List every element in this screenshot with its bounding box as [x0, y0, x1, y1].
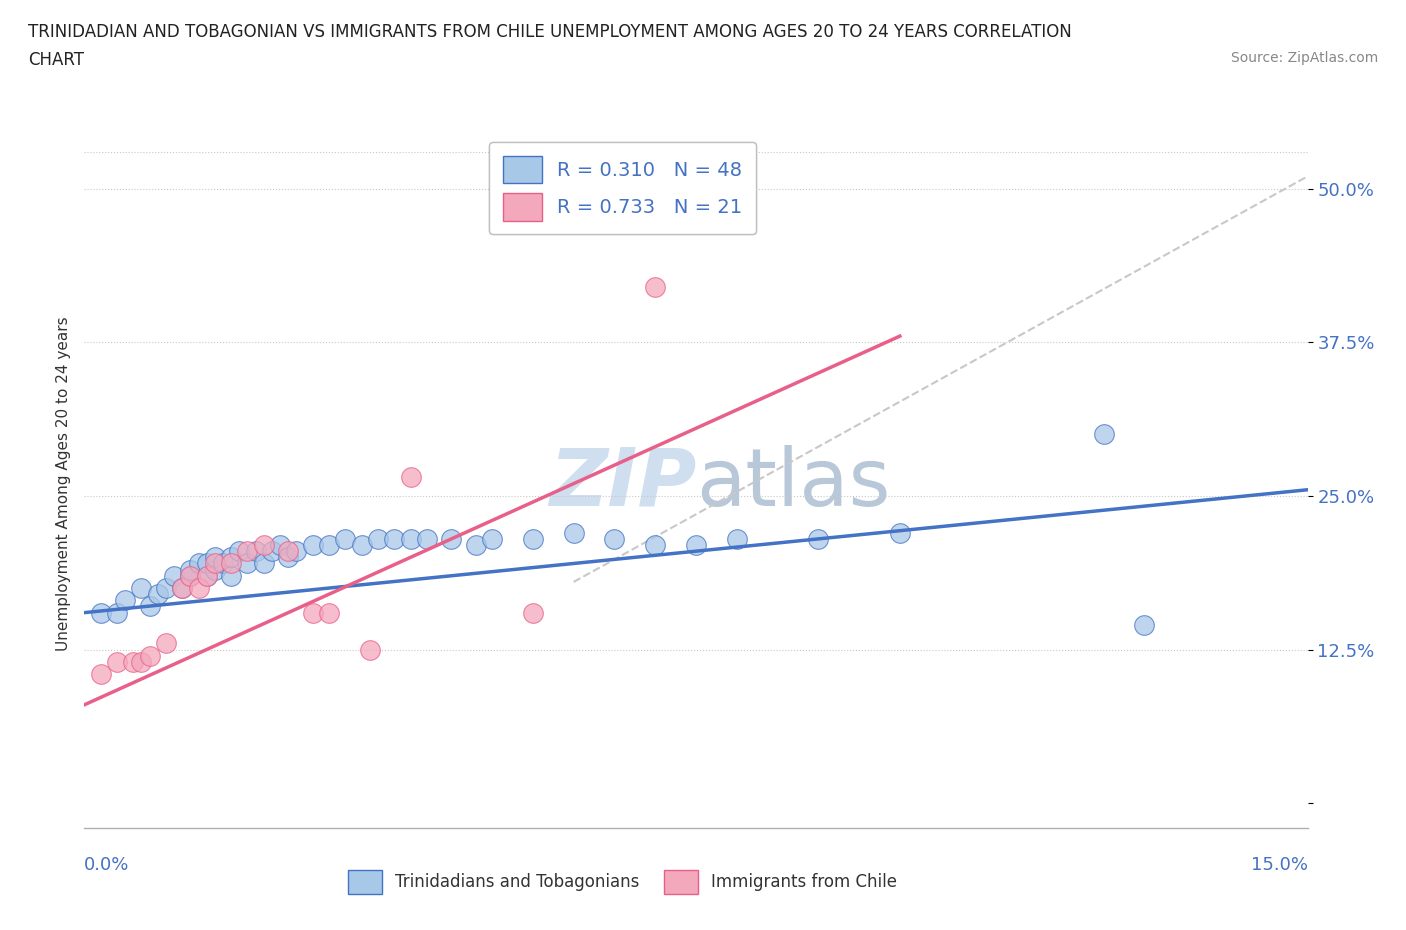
Point — [285, 544, 308, 559]
Point — [440, 531, 463, 546]
Point — [163, 568, 186, 583]
Text: atlas: atlas — [696, 445, 890, 523]
Point — [179, 568, 201, 583]
Point — [367, 531, 389, 546]
Point — [219, 568, 242, 583]
Point — [562, 525, 585, 540]
Point — [399, 470, 422, 485]
Point — [131, 655, 153, 670]
Point — [146, 587, 169, 602]
Point — [1092, 427, 1115, 442]
Point — [1133, 618, 1156, 632]
Point — [228, 544, 250, 559]
Point — [301, 538, 323, 552]
Text: TRINIDADIAN AND TOBAGONIAN VS IMMIGRANTS FROM CHILE UNEMPLOYMENT AMONG AGES 20 T: TRINIDADIAN AND TOBAGONIAN VS IMMIGRANTS… — [28, 23, 1071, 41]
Point — [195, 556, 218, 571]
Point — [725, 531, 748, 546]
Point — [685, 538, 707, 552]
Point — [644, 538, 666, 552]
Point — [179, 568, 201, 583]
Point — [219, 550, 242, 565]
Point — [195, 568, 218, 583]
Point — [195, 568, 218, 583]
Text: CHART: CHART — [28, 51, 84, 69]
Point — [236, 556, 259, 571]
Point — [603, 531, 626, 546]
Point — [114, 593, 136, 608]
Point — [245, 544, 267, 559]
Point — [90, 605, 112, 620]
Point — [172, 580, 194, 595]
Point — [253, 556, 276, 571]
Point — [335, 531, 357, 546]
Point — [131, 580, 153, 595]
Point — [889, 525, 911, 540]
Point — [138, 599, 160, 614]
Point — [807, 531, 830, 546]
Text: Unemployment Among Ages 20 to 24 years: Unemployment Among Ages 20 to 24 years — [56, 316, 70, 651]
Legend: R = 0.310   N = 48, R = 0.733   N = 21: R = 0.310 N = 48, R = 0.733 N = 21 — [489, 142, 756, 234]
Point — [204, 556, 226, 571]
Point — [416, 531, 439, 546]
Point — [155, 580, 177, 595]
Point — [90, 667, 112, 682]
Text: Source: ZipAtlas.com: Source: ZipAtlas.com — [1230, 51, 1378, 65]
Point — [277, 544, 299, 559]
Point — [204, 562, 226, 577]
Point — [187, 556, 209, 571]
Point — [359, 642, 381, 657]
Point — [464, 538, 486, 552]
Point — [269, 538, 291, 552]
Point — [155, 636, 177, 651]
Point — [172, 580, 194, 595]
Point — [105, 655, 128, 670]
Point — [350, 538, 373, 552]
Point — [481, 531, 503, 546]
Point — [236, 544, 259, 559]
Point — [219, 556, 242, 571]
Point — [382, 531, 405, 546]
Text: ZIP: ZIP — [548, 445, 696, 523]
Point — [105, 605, 128, 620]
Point — [301, 605, 323, 620]
Point — [179, 562, 201, 577]
Point — [260, 544, 283, 559]
Point — [277, 550, 299, 565]
Point — [187, 580, 209, 595]
Point — [253, 538, 276, 552]
Text: 0.0%: 0.0% — [84, 856, 129, 873]
Point — [318, 538, 340, 552]
Point — [399, 531, 422, 546]
Point — [318, 605, 340, 620]
Point — [644, 280, 666, 295]
Point — [212, 556, 235, 571]
Point — [522, 605, 544, 620]
Point — [522, 531, 544, 546]
Text: 15.0%: 15.0% — [1250, 856, 1308, 873]
Point — [138, 648, 160, 663]
Point — [122, 655, 145, 670]
Point — [204, 550, 226, 565]
